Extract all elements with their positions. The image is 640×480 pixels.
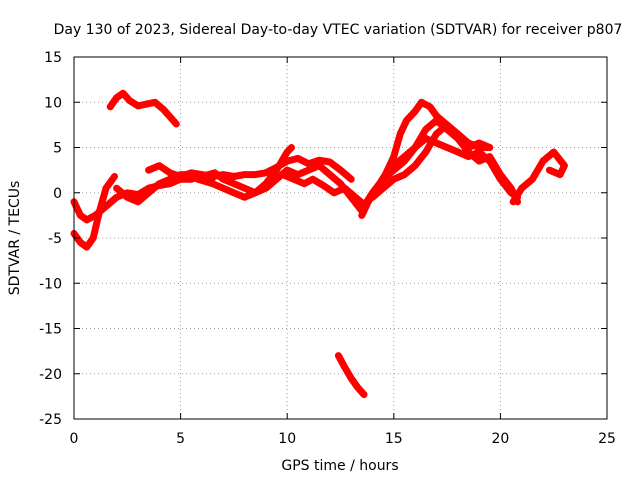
series-track-a (106, 89, 180, 128)
series-track-b (70, 173, 118, 251)
series-track-e (145, 154, 355, 183)
y-tick-label: 15 (44, 50, 62, 66)
x-axis-label: GPS time / hours (281, 458, 398, 474)
x-tick-label: 10 (278, 431, 296, 447)
chart-title: Day 130 of 2023, Sidereal Day-to-day VTE… (54, 22, 623, 38)
series-track-c (70, 173, 217, 224)
series-track-f (194, 144, 295, 201)
x-tick-label: 15 (385, 431, 403, 447)
data-series (70, 89, 568, 399)
y-tick-label: -20 (39, 367, 62, 383)
series-track-m (334, 352, 368, 399)
series-track-l (509, 148, 568, 206)
y-tick-label: 0 (53, 186, 62, 202)
x-tick-label: 20 (491, 431, 509, 447)
x-tick-label: 25 (598, 431, 616, 447)
grid (74, 57, 607, 419)
x-tick-label: 0 (70, 431, 79, 447)
y-axis-label: SDTVAR / TECUs (7, 181, 23, 296)
y-tick-label: -15 (39, 322, 62, 338)
series-track-g (279, 171, 370, 210)
axis-ticks: 0 5 10 15 20 25 -25 -20 -15 -10 -5 0 5 10 15 (39, 50, 616, 447)
series-track-k (390, 134, 521, 201)
x-tick-label: 5 (176, 431, 185, 447)
y-tick-label: -25 (39, 412, 62, 428)
y-tick-label: -5 (48, 231, 62, 247)
series-track-i (360, 116, 494, 210)
series-track-d (113, 162, 366, 215)
y-tick-label: 5 (53, 141, 62, 157)
y-tick-label: 10 (44, 95, 62, 111)
y-tick-label: -10 (39, 276, 62, 292)
